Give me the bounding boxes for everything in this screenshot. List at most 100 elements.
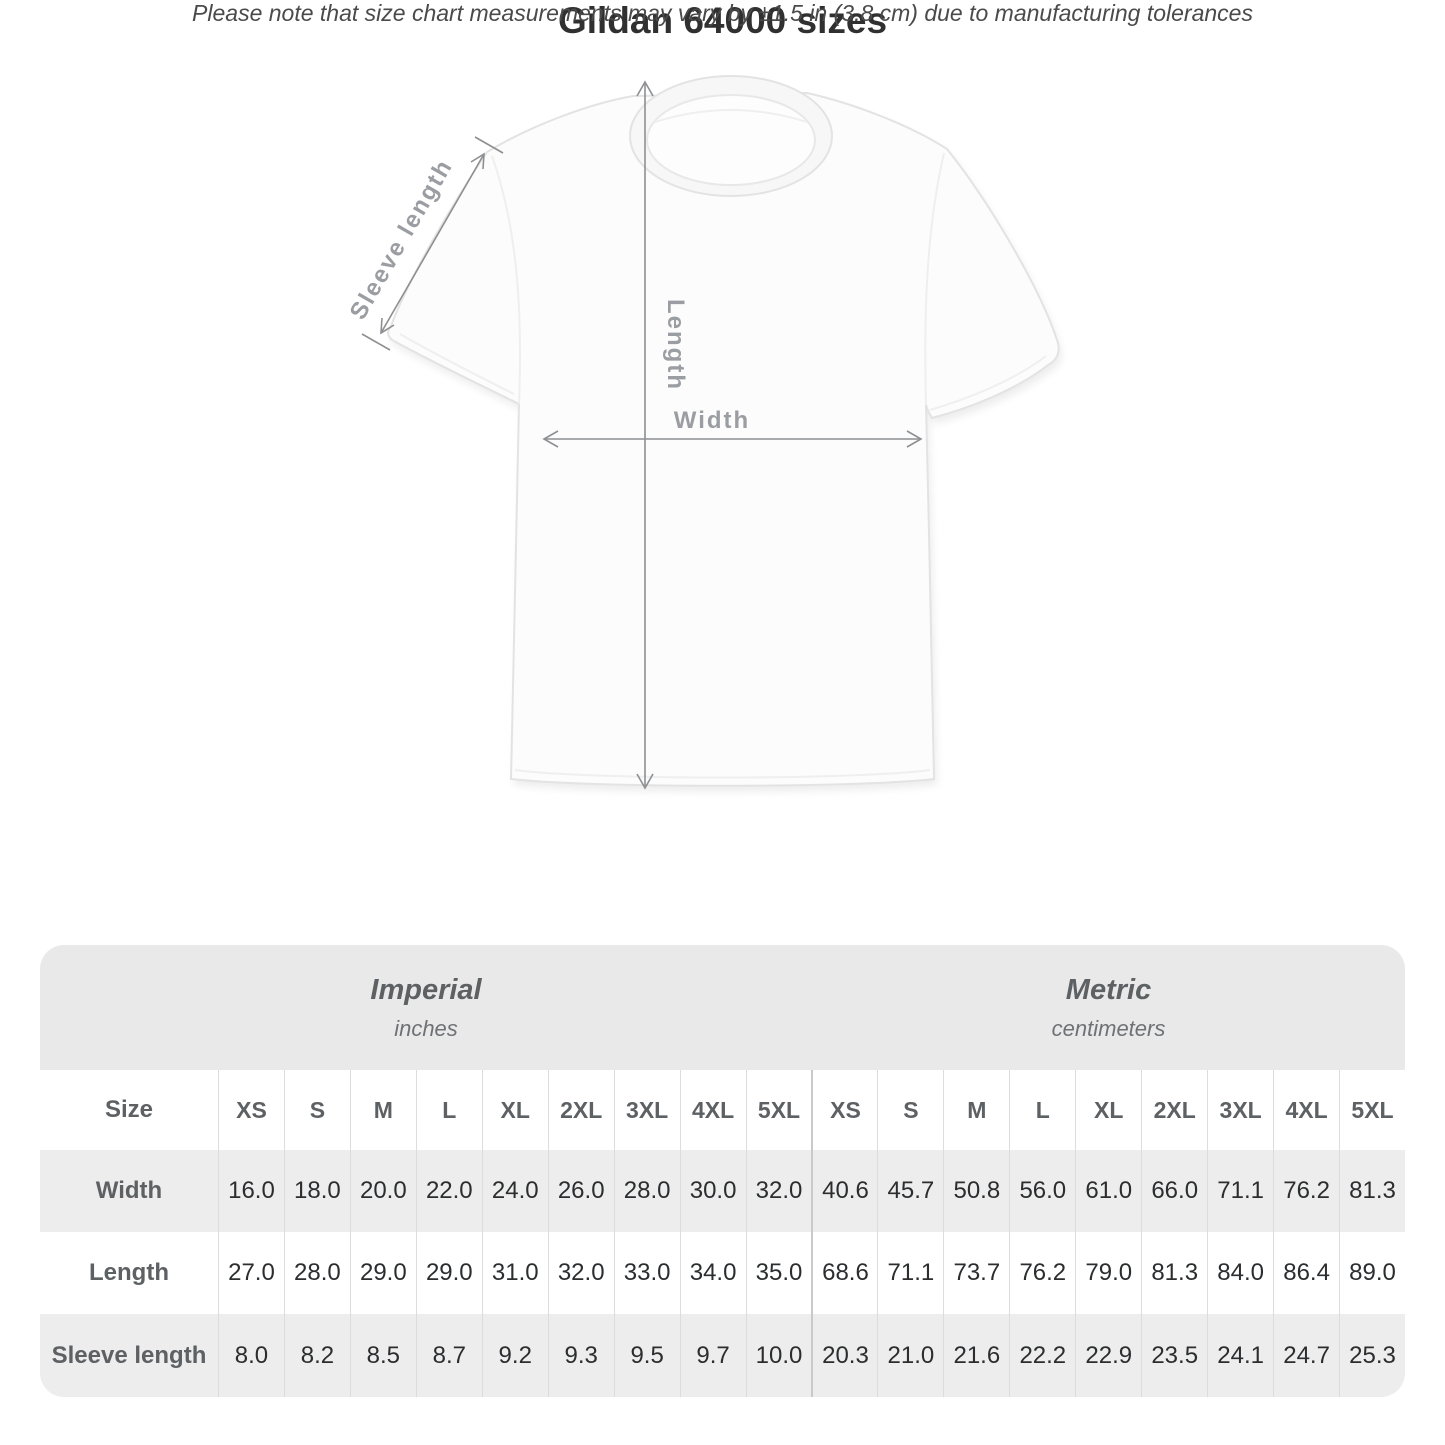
value-cell: 24.7 <box>1273 1314 1340 1397</box>
size-header-cell: 5XL <box>1339 1070 1405 1150</box>
size-table: Imperial inches Metric centimeters Size … <box>40 945 1405 1397</box>
width-arrow <box>542 430 923 448</box>
value-cell: 10.0 <box>745 1314 812 1397</box>
size-header-cell: XL <box>481 1070 548 1150</box>
value-cell: 76.2 <box>1009 1232 1076 1314</box>
width-row-header: Width <box>40 1150 218 1232</box>
value-cell: 31.0 <box>481 1232 548 1314</box>
value-cell: 16.0 <box>218 1150 284 1232</box>
value-cell: 20.0 <box>349 1150 416 1232</box>
tshirt-diagram: Sleeve length Length Width <box>345 75 1062 792</box>
value-cell: 35.0 <box>745 1232 812 1314</box>
left-cuff-fold <box>399 333 515 395</box>
value-cell: 22.0 <box>415 1150 482 1232</box>
right-cuff-fold <box>929 355 1047 411</box>
value-cell: 34.0 <box>679 1232 746 1314</box>
right-armhole-seam <box>924 152 945 406</box>
size-grid: Size XS S M L XL 2XL 3XL 4XL 5XL XS S M … <box>40 1070 1405 1397</box>
value-cell: 79.0 <box>1075 1232 1142 1314</box>
value-cell: 76.2 <box>1273 1150 1340 1232</box>
collar-shadow <box>654 109 808 123</box>
value-cell: 66.0 <box>1141 1150 1208 1232</box>
size-header-cell: 3XL <box>1207 1070 1274 1150</box>
size-header-cell: M <box>349 1070 416 1150</box>
size-header-cell: 3XL <box>613 1070 680 1150</box>
collar-inner <box>646 94 816 186</box>
value-cell: 81.3 <box>1339 1150 1405 1232</box>
unit-header-band: Imperial inches Metric centimeters <box>40 945 1405 1070</box>
value-cell: 24.0 <box>481 1150 548 1232</box>
size-header-cell: L <box>415 1070 482 1150</box>
value-cell: 30.0 <box>679 1150 746 1232</box>
value-cell: 9.7 <box>679 1314 746 1397</box>
value-cell: 8.5 <box>349 1314 416 1397</box>
value-cell: 40.6 <box>811 1150 878 1232</box>
value-cell: 29.0 <box>415 1232 482 1314</box>
size-header-cell: L <box>1009 1070 1076 1150</box>
length-label: Length <box>662 299 689 391</box>
value-cell: 21.0 <box>877 1314 944 1397</box>
tolerance-note: Please note that size chart measurements… <box>192 0 1253 26</box>
value-cell: 22.9 <box>1075 1314 1142 1397</box>
value-cell: 24.1 <box>1207 1314 1274 1397</box>
value-cell: 89.0 <box>1339 1232 1405 1314</box>
value-cell: 84.0 <box>1207 1232 1274 1314</box>
value-cell: 32.0 <box>547 1232 614 1314</box>
value-cell: 20.3 <box>811 1314 878 1397</box>
metric-group-unit: centimeters <box>1051 1015 1166 1041</box>
size-header-cell: 4XL <box>679 1070 746 1150</box>
imperial-group-header: Imperial inches <box>40 945 812 1070</box>
size-header-cell: XS <box>811 1070 878 1150</box>
value-cell: 45.7 <box>877 1150 944 1232</box>
metric-group-header: Metric centimeters <box>812 945 1405 1070</box>
size-header-cell: XL <box>1075 1070 1142 1150</box>
value-cell: 71.1 <box>877 1232 944 1314</box>
value-cell: 9.5 <box>613 1314 680 1397</box>
value-cell: 32.0 <box>745 1150 812 1232</box>
size-header-cell: M <box>943 1070 1010 1150</box>
value-cell: 28.0 <box>283 1232 350 1314</box>
value-cell: 9.3 <box>547 1314 614 1397</box>
sleeve-length-arrow <box>361 136 504 351</box>
size-header-cell: 4XL <box>1273 1070 1340 1150</box>
imperial-group-unit: inches <box>394 1015 458 1041</box>
metric-group-name: Metric <box>1065 973 1152 1006</box>
value-cell: 81.3 <box>1141 1232 1208 1314</box>
value-cell: 73.7 <box>943 1232 1010 1314</box>
value-cell: 8.0 <box>218 1314 284 1397</box>
value-cell: 22.2 <box>1009 1314 1076 1397</box>
length-arrow <box>636 80 654 790</box>
value-cell: 28.0 <box>613 1150 680 1232</box>
size-header-cell: S <box>877 1070 944 1150</box>
value-cell: 56.0 <box>1009 1150 1076 1232</box>
value-cell: 21.6 <box>943 1314 1010 1397</box>
imperial-group-name: Imperial <box>370 973 482 1006</box>
page-title: Gildan 64000 sizes <box>557 0 888 41</box>
length-row-header: Length <box>40 1232 218 1314</box>
width-label: Width <box>674 407 750 434</box>
size-header-cell: 2XL <box>1141 1070 1208 1150</box>
value-cell: 26.0 <box>547 1150 614 1232</box>
value-cell: 86.4 <box>1273 1232 1340 1314</box>
value-cell: 23.5 <box>1141 1314 1208 1397</box>
value-cell: 18.0 <box>283 1150 350 1232</box>
value-cell: 8.2 <box>283 1314 350 1397</box>
left-armhole-seam <box>491 155 522 405</box>
value-cell: 68.6 <box>811 1232 878 1314</box>
value-cell: 71.1 <box>1207 1150 1274 1232</box>
value-cell: 25.3 <box>1339 1314 1405 1397</box>
value-cell: 8.7 <box>415 1314 482 1397</box>
value-cell: 29.0 <box>349 1232 416 1314</box>
size-header-cell: 5XL <box>745 1070 812 1150</box>
value-cell: 50.8 <box>943 1150 1010 1232</box>
value-cell: 9.2 <box>481 1314 548 1397</box>
hem-stitch <box>514 769 931 779</box>
value-cell: 33.0 <box>613 1232 680 1314</box>
size-header-cell: 2XL <box>547 1070 614 1150</box>
sleeve-row-header: Sleeve length <box>40 1314 218 1397</box>
size-row-header: Size <box>40 1070 218 1150</box>
size-header-cell: XS <box>218 1070 284 1150</box>
value-cell: 61.0 <box>1075 1150 1142 1232</box>
size-header-cell: S <box>283 1070 350 1150</box>
